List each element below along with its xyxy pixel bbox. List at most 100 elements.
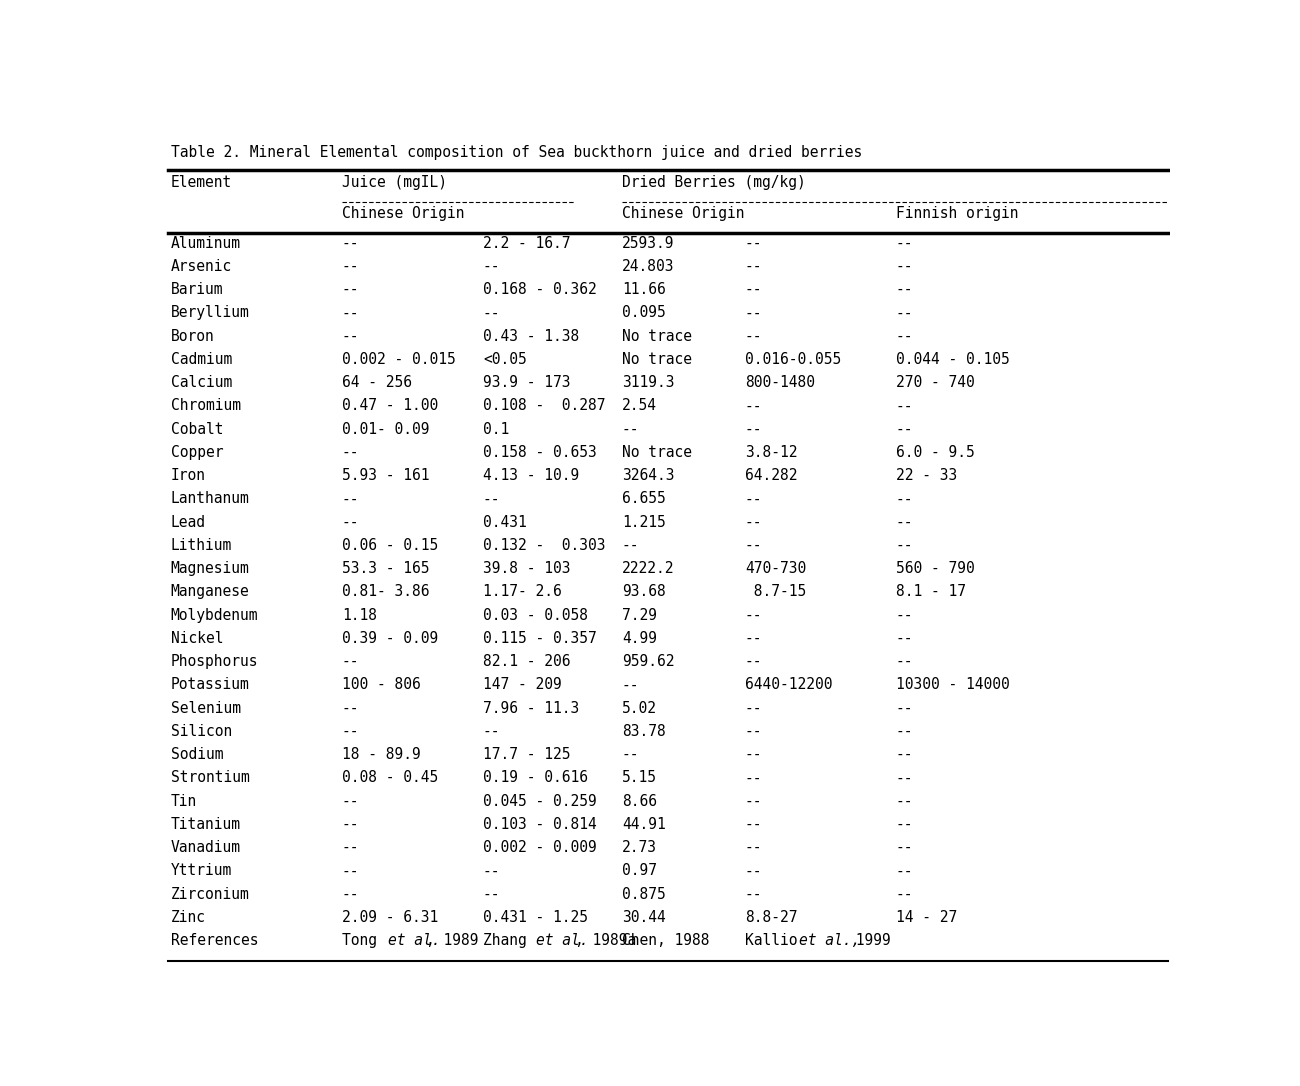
Text: Dried Berries (mg/kg): Dried Berries (mg/kg) — [621, 175, 806, 190]
Text: --: -- — [896, 421, 914, 437]
Text: 4.13 - 10.9: 4.13 - 10.9 — [482, 468, 578, 483]
Text: --: -- — [745, 305, 762, 320]
Text: 0.016-0.055: 0.016-0.055 — [745, 352, 841, 367]
Text: Titanium: Titanium — [170, 817, 240, 832]
Text: --: -- — [745, 258, 762, 274]
Text: --: -- — [745, 700, 762, 716]
Text: 0.19 - 0.616: 0.19 - 0.616 — [482, 770, 588, 785]
Text: Zinc: Zinc — [170, 910, 205, 925]
Text: 0.115 - 0.357: 0.115 - 0.357 — [482, 631, 597, 646]
Text: --: -- — [896, 886, 914, 901]
Text: References: References — [170, 933, 259, 948]
Text: Sodium: Sodium — [170, 747, 224, 762]
Text: --: -- — [896, 724, 914, 738]
Text: 0.103 - 0.814: 0.103 - 0.814 — [482, 817, 597, 832]
Text: --: -- — [342, 841, 359, 855]
Text: 1.18: 1.18 — [342, 608, 377, 622]
Text: --: -- — [342, 817, 359, 832]
Text: 18 - 89.9: 18 - 89.9 — [342, 747, 421, 762]
Text: --: -- — [896, 700, 914, 716]
Text: 2593.9: 2593.9 — [621, 236, 675, 251]
Text: --: -- — [896, 399, 914, 414]
Text: --: -- — [745, 421, 762, 437]
Text: Zirconium: Zirconium — [170, 886, 250, 901]
Text: --: -- — [342, 282, 359, 298]
Text: --: -- — [745, 631, 762, 646]
Text: 2222.2: 2222.2 — [621, 561, 675, 577]
Text: Strontium: Strontium — [170, 770, 250, 785]
Text: --: -- — [745, 886, 762, 901]
Text: 83.78: 83.78 — [621, 724, 666, 738]
Text: --: -- — [896, 863, 914, 879]
Text: 8.7-15: 8.7-15 — [745, 584, 806, 599]
Text: Manganese: Manganese — [170, 584, 250, 599]
Text: Table 2. Mineral Elemental composition of Sea buckthorn juice and dried berries: Table 2. Mineral Elemental composition o… — [170, 146, 862, 161]
Text: 93.68: 93.68 — [621, 584, 666, 599]
Text: , 1989: , 1989 — [426, 933, 478, 948]
Text: Cobalt: Cobalt — [170, 421, 224, 437]
Text: --: -- — [342, 863, 359, 879]
Text: 0.43 - 1.38: 0.43 - 1.38 — [482, 329, 578, 343]
Text: Element: Element — [170, 175, 231, 190]
Text: Magnesium: Magnesium — [170, 561, 250, 577]
Text: Arsenic: Arsenic — [170, 258, 231, 274]
Text: 10300 - 14000: 10300 - 14000 — [896, 678, 1010, 693]
Text: --: -- — [745, 654, 762, 669]
Text: --: -- — [621, 678, 640, 693]
Text: Iron: Iron — [170, 468, 205, 483]
Text: --: -- — [745, 608, 762, 622]
Text: --: -- — [745, 794, 762, 809]
Text: 0.431: 0.431 — [482, 515, 526, 530]
Text: --: -- — [342, 236, 359, 251]
Text: --: -- — [342, 515, 359, 530]
Text: --: -- — [896, 236, 914, 251]
Text: --: -- — [482, 305, 500, 320]
Text: --: -- — [745, 770, 762, 785]
Text: 6.0 - 9.5: 6.0 - 9.5 — [896, 445, 975, 459]
Text: 5.93 - 161: 5.93 - 161 — [342, 468, 429, 483]
Text: 22 - 33: 22 - 33 — [896, 468, 957, 483]
Text: --: -- — [896, 491, 914, 506]
Text: Potassium: Potassium — [170, 678, 250, 693]
Text: 0.044 - 0.105: 0.044 - 0.105 — [896, 352, 1010, 367]
Text: 2.54: 2.54 — [621, 399, 656, 414]
Text: Barium: Barium — [170, 282, 224, 298]
Text: Nickel: Nickel — [170, 631, 224, 646]
Text: 0.47 - 1.00: 0.47 - 1.00 — [342, 399, 438, 414]
Text: --: -- — [896, 538, 914, 553]
Text: --: -- — [896, 329, 914, 343]
Text: --: -- — [745, 841, 762, 855]
Text: Lanthanum: Lanthanum — [170, 491, 250, 506]
Text: --: -- — [482, 491, 500, 506]
Text: 0.97: 0.97 — [621, 863, 656, 879]
Text: --: -- — [482, 863, 500, 879]
Text: Zhang: Zhang — [482, 933, 536, 948]
Text: 8.1 - 17: 8.1 - 17 — [896, 584, 966, 599]
Text: Kallio: Kallio — [745, 933, 806, 948]
Text: 1.17- 2.6: 1.17- 2.6 — [482, 584, 562, 599]
Text: 0.81- 3.86: 0.81- 3.86 — [342, 584, 429, 599]
Text: --: -- — [896, 841, 914, 855]
Text: --: -- — [896, 747, 914, 762]
Text: 6.655: 6.655 — [621, 491, 666, 506]
Text: --: -- — [482, 258, 500, 274]
Text: Chinese Origin: Chinese Origin — [621, 205, 745, 220]
Text: Juice (mgIL): Juice (mgIL) — [342, 175, 447, 190]
Text: 0.158 - 0.653: 0.158 - 0.653 — [482, 445, 597, 459]
Text: --: -- — [342, 445, 359, 459]
Text: --: -- — [896, 794, 914, 809]
Text: Calcium: Calcium — [170, 375, 231, 390]
Text: 14 - 27: 14 - 27 — [896, 910, 957, 925]
Text: --: -- — [896, 631, 914, 646]
Text: --: -- — [896, 608, 914, 622]
Text: Cadmium: Cadmium — [170, 352, 231, 367]
Text: --: -- — [342, 700, 359, 716]
Text: --: -- — [896, 305, 914, 320]
Text: --: -- — [896, 282, 914, 298]
Text: 8.8-27: 8.8-27 — [745, 910, 797, 925]
Text: --: -- — [342, 491, 359, 506]
Text: --: -- — [342, 329, 359, 343]
Text: --: -- — [745, 282, 762, 298]
Text: --: -- — [745, 236, 762, 251]
Text: 5.15: 5.15 — [621, 770, 656, 785]
